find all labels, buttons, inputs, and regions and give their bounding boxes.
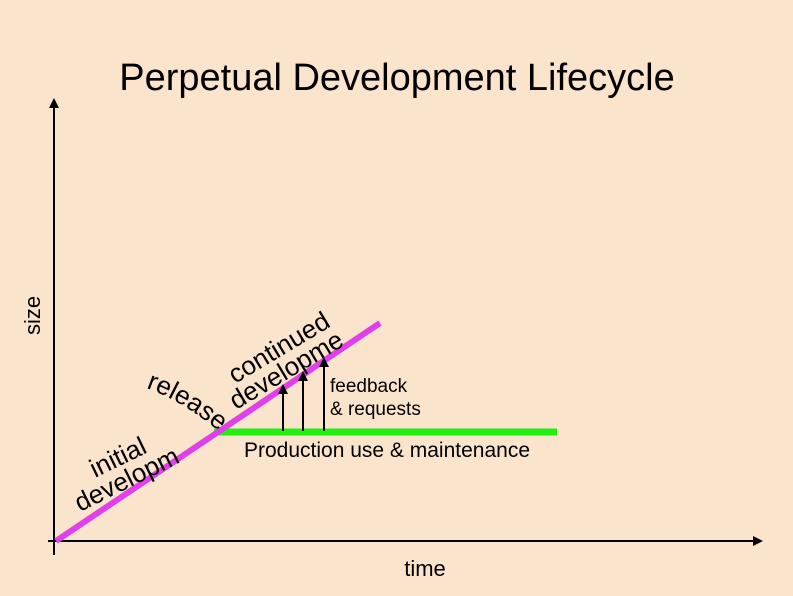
production-label: Production use & maintenance xyxy=(244,439,530,462)
release-label: release xyxy=(144,365,234,435)
requests-label: & requests xyxy=(330,399,421,420)
y-axis-label: size xyxy=(20,296,45,335)
page-title: Perpetual Development Lifecycle xyxy=(119,57,675,99)
x-axis-label: time xyxy=(404,556,446,581)
feedback-label: feedback xyxy=(330,376,408,397)
